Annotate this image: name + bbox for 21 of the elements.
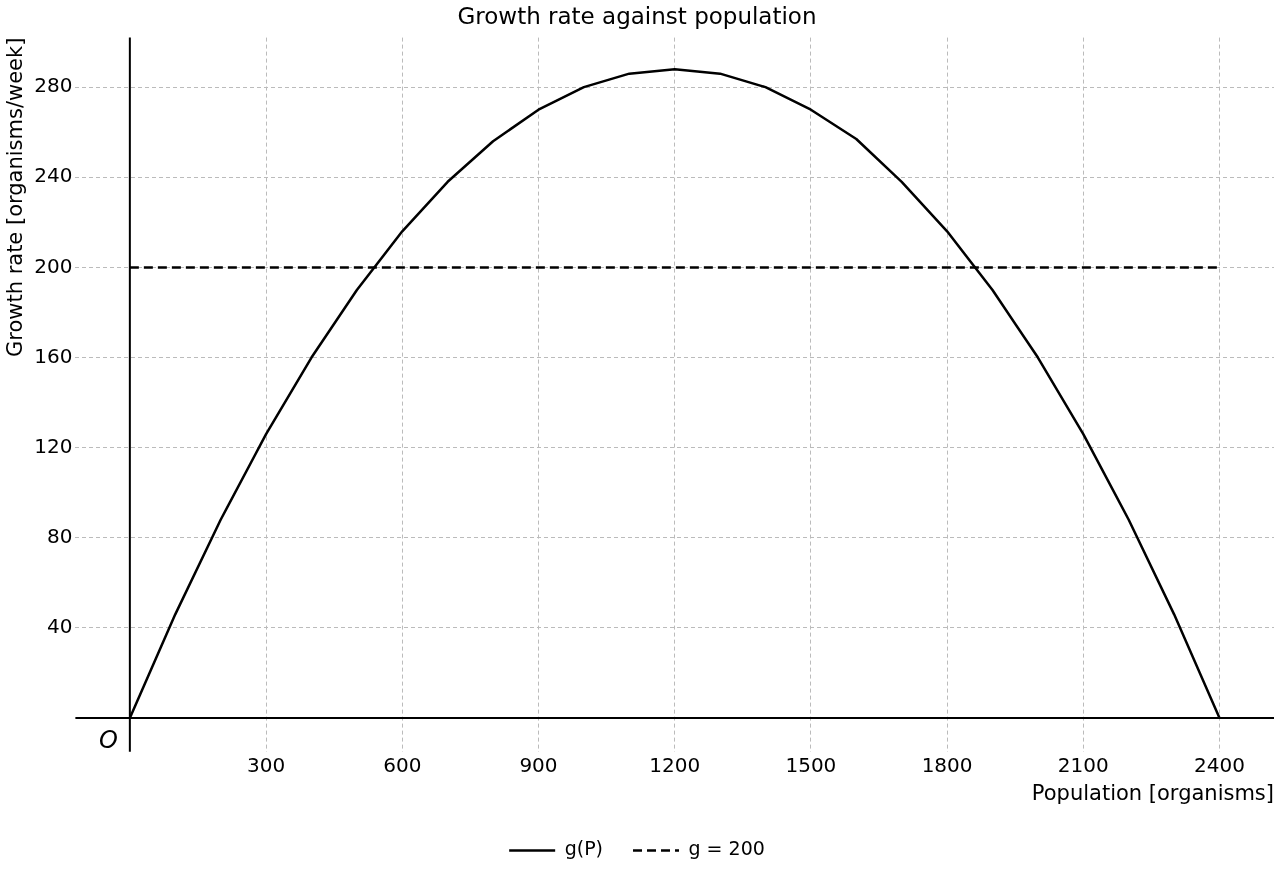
x-tick-label: 600 [383,753,422,777]
y-tick-label: 240 [34,163,73,188]
y-tick-label: 280 [34,73,73,98]
x-tick-label: 900 [519,753,558,777]
y-tick-label: 80 [46,523,73,548]
y-tick-label: 120 [34,433,73,458]
annotation: O [98,726,118,755]
y-tick-label: 40 [46,614,73,639]
x-tick-label: 2400 [1194,753,1245,777]
x-tick-label: 2100 [1057,753,1109,777]
legend-label: g = 200 [688,837,765,860]
chart-title: Growth rate against population [457,2,817,29]
y-tick-label: 160 [34,343,73,368]
x-tick-label: 1800 [921,753,973,777]
x-tick-label: 1200 [649,753,701,777]
legend-label: g(P) [564,837,604,860]
x-axis-title: Population [organisms] [1031,780,1274,805]
x-tick-label: 1500 [785,753,837,777]
y-axis-title: Growth rate [organisms/week] [3,37,28,358]
x-tick-label: 300 [246,753,286,777]
y-tick-label: 200 [34,253,73,278]
